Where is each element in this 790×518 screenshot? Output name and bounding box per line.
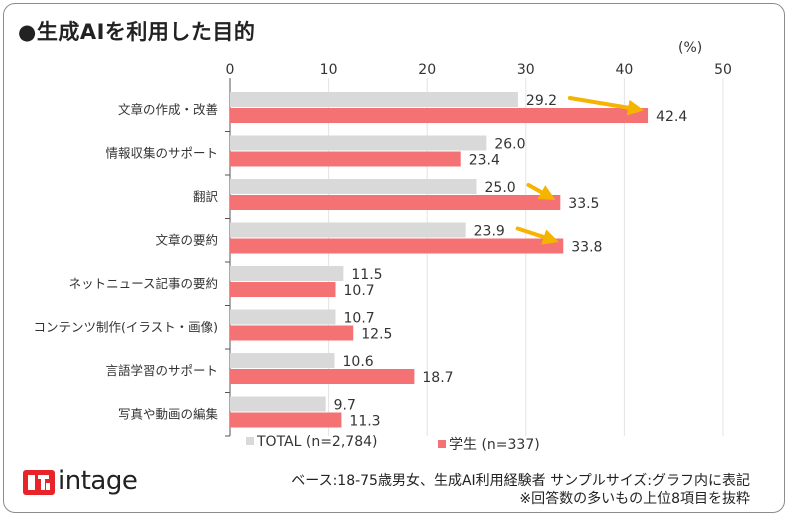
bar-total [230, 222, 466, 238]
brand-name: intage [58, 466, 138, 496]
category-label: 翻訳 [193, 189, 219, 204]
bar-student [230, 412, 342, 428]
x-tick-label: 0 [226, 62, 235, 78]
bar-student [230, 325, 354, 341]
x-tick-label: 40 [615, 62, 633, 78]
category-label: 情報収集のサポート [105, 145, 218, 160]
bar-student [230, 282, 336, 297]
data-label-student: 11.3 [349, 414, 380, 430]
data-label-total: 10.6 [343, 354, 374, 370]
data-label-student: 33.8 [571, 240, 602, 256]
intage-mark-icon [23, 470, 55, 495]
data-label-total: 10.7 [344, 311, 375, 327]
x-tick-label: 20 [418, 62, 436, 78]
data-label-student: 42.4 [656, 109, 687, 125]
bar-student [230, 195, 561, 210]
legend-student: 学生 (n=337) [438, 434, 540, 454]
category-label: 文章の作成・改善 [118, 102, 218, 117]
bar-total [230, 396, 326, 412]
legend-total: TOTAL (n=2,784) [246, 434, 377, 450]
bar-student [230, 108, 649, 123]
data-label-student: 33.5 [568, 196, 599, 212]
data-label-student: 18.7 [422, 370, 453, 386]
highlight-arrow-icon [567, 96, 644, 116]
bar-student [230, 369, 415, 384]
x-tick-label: 50 [714, 62, 732, 78]
category-label: ネットニュース記事の要約 [69, 276, 218, 291]
bar-total [230, 309, 336, 325]
data-label-total: 25.0 [485, 180, 516, 196]
data-label-total: 29.2 [526, 93, 557, 109]
page-title: ●生成AIを利用した目的 [18, 20, 256, 44]
legend-label-total: TOTAL (n=2,784) [257, 434, 378, 450]
legend-swatch-student [438, 440, 446, 448]
data-label-total: 9.7 [334, 398, 356, 414]
legend-label-student: 学生 (n=337) [449, 437, 540, 453]
highlight-arrow-icon [515, 226, 559, 245]
bar-student [230, 238, 564, 254]
bar-total [230, 353, 335, 368]
legend-swatch-total [246, 437, 254, 445]
excerpt-note: ※回答数の多いもの上位8項目を抜粋 [519, 491, 750, 507]
data-label-total: 23.9 [474, 224, 505, 240]
category-label: 文章の要約 [155, 232, 218, 247]
chart-frame [3, 3, 785, 513]
data-label-student: 23.4 [469, 153, 500, 169]
data-label-student: 10.7 [344, 283, 375, 299]
bar-total [230, 92, 518, 107]
brand-logo: intage [22, 464, 138, 498]
category-label: 言語学習のサポート [105, 363, 218, 378]
bar-total [230, 266, 344, 281]
bar-total [230, 135, 487, 151]
data-label-total: 26.0 [494, 137, 525, 153]
category-label: 写真や動画の編集 [118, 406, 219, 421]
unit-label: (%) [678, 40, 703, 56]
x-tick-label: 10 [320, 62, 338, 78]
highlight-arrow-icon [526, 183, 556, 200]
data-label-total: 11.5 [351, 267, 382, 283]
data-label-student: 12.5 [361, 327, 392, 343]
bar-student [230, 151, 461, 167]
base-note: ベース:18-75歳男女、生成AI利用経験者 サンプルサイズ:グラフ内に表記 [291, 473, 750, 489]
bar-total [230, 179, 477, 194]
category-label: コンテンツ制作(イラスト・画像) [33, 319, 218, 334]
x-tick-label: 30 [517, 62, 535, 78]
